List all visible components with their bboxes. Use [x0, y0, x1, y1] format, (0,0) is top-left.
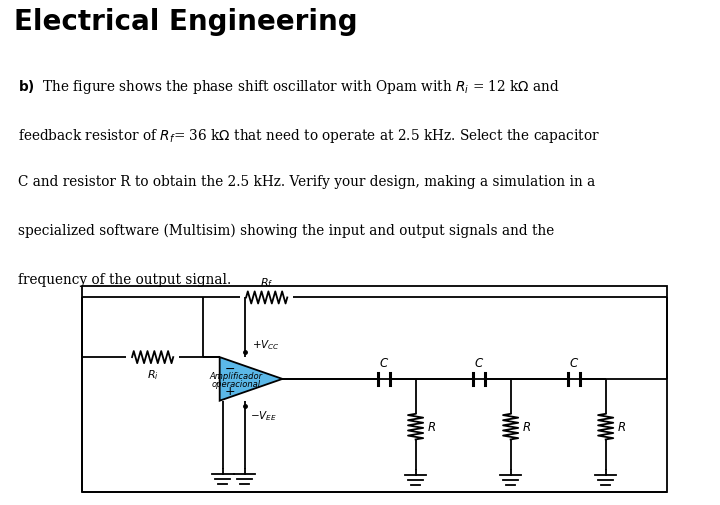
Text: $+V_{CC}$: $+V_{CC}$ — [252, 337, 280, 351]
Text: $C$: $C$ — [474, 356, 484, 369]
Text: specialized software (Multisim) showing the input and output signals and the: specialized software (Multisim) showing … — [18, 224, 554, 238]
Text: $-V_{EE}$: $-V_{EE}$ — [250, 408, 276, 422]
Bar — [81, 286, 667, 492]
Text: $C$: $C$ — [379, 356, 389, 369]
Text: $R$: $R$ — [617, 420, 626, 433]
Text: Electrical Engineering: Electrical Engineering — [14, 8, 358, 36]
Polygon shape — [220, 358, 282, 401]
Text: $-$: $-$ — [224, 362, 235, 375]
Text: C and resistor R to obtain the 2.5 kHz. Verify your design, making a simulation : C and resistor R to obtain the 2.5 kHz. … — [18, 175, 595, 189]
Text: Amplificador: Amplificador — [210, 371, 263, 380]
Text: $R$: $R$ — [427, 420, 436, 433]
Text: frequency of the output signal.: frequency of the output signal. — [18, 272, 231, 286]
Text: $+$: $+$ — [223, 384, 235, 397]
Text: $R_i$: $R_i$ — [147, 368, 158, 381]
Text: $R$: $R$ — [522, 420, 531, 433]
Text: $\mathbf{b)}$  The figure shows the phase shift oscillator with Opam with $R_i$ : $\mathbf{b)}$ The figure shows the phase… — [18, 78, 559, 96]
Text: operacional: operacional — [212, 379, 261, 388]
Text: $C$: $C$ — [569, 356, 579, 369]
Text: $R_f$: $R_f$ — [260, 276, 274, 289]
Text: feedback resistor of $R_f$= 36 k$\Omega$ that need to operate at 2.5 kHz. Select: feedback resistor of $R_f$= 36 k$\Omega$… — [18, 126, 600, 144]
